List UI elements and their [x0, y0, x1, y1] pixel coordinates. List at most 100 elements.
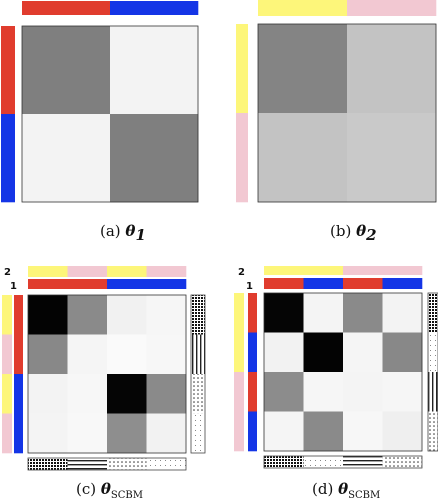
matrix-cell: [147, 414, 187, 454]
theta-symbol: θ: [101, 480, 111, 498]
left-membership-bar-2: [2, 295, 12, 453]
level-label: 2: [238, 267, 245, 278]
matrix-cell: [107, 374, 147, 414]
caption-prefix: (d): [312, 480, 338, 498]
bar-segment: [22, 1, 110, 15]
top-membership-bar-2: [28, 266, 186, 277]
caption-subscript: 2: [365, 226, 376, 244]
texture-segment: [343, 456, 383, 468]
panel-caption: (b) θ2: [330, 222, 377, 244]
bar-segment: [236, 113, 248, 202]
matrix-cell: [147, 374, 187, 414]
caption-subscript: 1: [135, 226, 145, 244]
matrix-cell: [347, 24, 436, 113]
block-matrix: [258, 24, 436, 202]
texture-segment: [428, 372, 438, 412]
matrix-cell: [110, 26, 198, 114]
top-membership-bar-1: [264, 278, 422, 289]
bar-segment: [14, 335, 23, 375]
matrix-cell: [107, 295, 147, 335]
bar-segment: [2, 335, 12, 375]
matrix-cell: [28, 295, 68, 335]
bar-segment: [28, 279, 68, 289]
panel-caption: (a) θ1: [100, 222, 146, 244]
row-texture-strip: [428, 293, 438, 451]
matrix-cell: [304, 293, 344, 333]
left-membership-bar-1: [1, 26, 15, 202]
matrix-cell: [68, 374, 108, 414]
left-membership-bar-1: [248, 293, 257, 451]
bar-segment: [347, 0, 436, 16]
texture-segment: [191, 414, 205, 454]
bar-segment: [236, 24, 248, 113]
matrix-cell: [383, 412, 423, 452]
texture-segment: [107, 458, 147, 470]
matrix-cell: [28, 374, 68, 414]
bar-segment: [68, 266, 108, 277]
texture-segment: [191, 374, 205, 414]
panel-caption: (c) θSCBM: [76, 480, 143, 500]
matrix-cell: [383, 333, 423, 373]
matrix-cell: [147, 335, 187, 375]
bar-segment: [234, 333, 244, 373]
theta-symbol: θ: [356, 222, 366, 240]
bar-segment: [1, 26, 15, 114]
bar-segment: [107, 266, 147, 277]
bar-segment: [14, 414, 23, 454]
texture-segment: [428, 293, 438, 333]
caption-prefix: (a): [100, 222, 125, 240]
matrix-cell: [110, 114, 198, 202]
matrix-cell: [68, 335, 108, 375]
matrix-cell: [258, 113, 347, 202]
bar-segment: [14, 295, 23, 335]
left-membership-bar-1: [14, 295, 23, 453]
top-membership-bar-1: [258, 0, 436, 16]
texture-segment: [191, 335, 205, 375]
texture-segment: [191, 295, 205, 335]
matrix-cell: [383, 293, 423, 333]
bar-segment: [110, 1, 198, 15]
bar-segment: [304, 278, 344, 289]
bar-segment: [304, 266, 344, 275]
panel-c: 21(c) θSCBM: [2, 266, 205, 500]
matrix-cell: [28, 414, 68, 454]
matrix-cell: [264, 372, 304, 412]
matrix-cell: [107, 414, 147, 454]
matrix-cell: [68, 414, 108, 454]
panel-caption: (d) θSCBM: [312, 480, 380, 500]
bar-segment: [258, 0, 347, 16]
bar-segment: [147, 266, 187, 277]
texture-segment: [428, 333, 438, 373]
panel-a: (a) θ1: [1, 1, 198, 244]
caption-prefix: (b): [330, 222, 356, 240]
bar-segment: [107, 279, 147, 289]
matrix-cell: [343, 333, 383, 373]
texture-segment: [304, 456, 344, 468]
matrix-cell: [258, 24, 347, 113]
matrix-cell: [107, 335, 147, 375]
bar-segment: [2, 374, 12, 414]
bar-segment: [383, 278, 423, 289]
bar-segment: [383, 266, 423, 275]
top-membership-bar-1: [28, 279, 186, 289]
bar-segment: [264, 266, 304, 275]
block-matrix: [22, 26, 198, 202]
matrix-cell: [264, 293, 304, 333]
bar-segment: [248, 333, 257, 373]
bar-segment: [234, 293, 244, 333]
matrix-cell: [22, 26, 110, 114]
matrix-cell: [304, 412, 344, 452]
bar-segment: [28, 266, 68, 277]
bar-segment: [147, 279, 187, 289]
matrix-cell: [28, 335, 68, 375]
bar-segment: [2, 414, 12, 454]
matrix-cell: [147, 295, 187, 335]
block-matrix: [28, 295, 186, 453]
level-label: 1: [246, 281, 253, 292]
caption-subscript: SCBM: [348, 490, 380, 500]
bar-segment: [234, 412, 244, 452]
matrix-cell: [383, 372, 423, 412]
row-texture-strip: [191, 295, 205, 453]
bar-segment: [1, 114, 15, 202]
